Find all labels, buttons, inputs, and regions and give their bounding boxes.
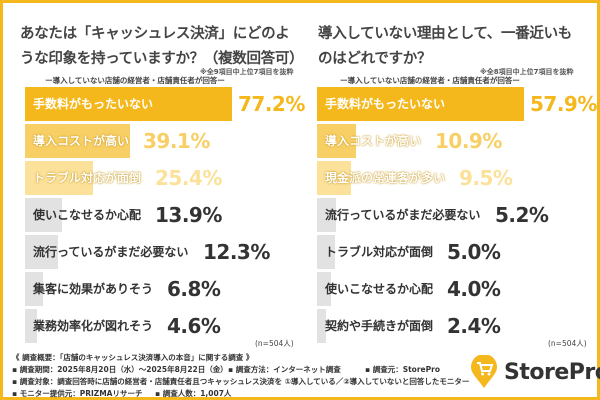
bar-row: 流行っているがまだ必要ない 12.3% — [25, 235, 315, 269]
bar-label: 手数料がもったいない — [33, 97, 154, 111]
footer-method: ▪ 調査方法：インターネット調査 — [228, 365, 341, 374]
bar — [25, 235, 58, 269]
value-label: 5.0% — [447, 240, 501, 264]
left-chart-subtitle: ー導入していない店舗の経営者・店舗責任者が回答ー — [45, 76, 225, 85]
value-label: 4.6% — [167, 314, 221, 338]
bar-row: 手数料がもったいない 57.9% — [317, 87, 600, 121]
bar-row: 導入コストが高い 10.9% — [317, 124, 600, 158]
bar — [317, 87, 524, 121]
bar-label: トラブル対応が面倒 — [33, 171, 142, 185]
bar-label: 流行っているがまだ必要ない — [33, 245, 189, 259]
bar-label: 導入コストが高い — [325, 134, 422, 148]
right-chart-note: ※全8項目中上位7項目を抜粋 — [480, 68, 574, 76]
value-label: 4.0% — [447, 277, 501, 301]
bar — [25, 272, 44, 306]
left-chart-note: ※全9項目中上位7項目を抜粋 — [200, 68, 294, 76]
bar — [317, 161, 351, 195]
value-label: 77.2% — [238, 92, 305, 116]
footer-heading: 《 調査概要：「店舗のキャッシュレス決済導入の本音」に関する調査 》 — [12, 353, 254, 362]
bar — [25, 198, 63, 232]
footer-source: ▪ 調査元：StorePro — [365, 365, 440, 374]
left-chart-title: あなたは「キャッシュレス決済」にどのような印象を持っていますか？（複数回答可） — [20, 26, 304, 67]
bar-label: 集客に効果がありそう — [33, 282, 154, 296]
bar-row: トラブル対応が面倒 25.4% — [25, 161, 315, 195]
bar-row: トラブル対応が面倒 5.0% — [317, 235, 600, 269]
bar-row: 使いこなせるか心配 13.9% — [25, 198, 315, 232]
bar — [317, 124, 356, 158]
bar — [25, 309, 38, 343]
footer-provider: ▪ モニター提供元：PRIZMAリサーチ — [12, 389, 143, 398]
storepro-logo: StorePro — [470, 355, 600, 389]
bar — [25, 161, 94, 195]
left-chart-sample: (n=504人) — [255, 339, 294, 348]
footer-period: ▪ 調査期間：2025年8月20日（水）〜2025年8月22日（金） — [12, 365, 228, 374]
value-label: 6.8% — [167, 277, 221, 301]
bar-label: 流行っているがまだ必要ない — [325, 208, 481, 222]
bar-label: 手数料がもったいない — [325, 97, 446, 111]
bar-row: 集客に効果がありそう 6.8% — [25, 272, 315, 306]
right-chart-sample: (n=504人) — [548, 339, 587, 348]
value-label: 13.9% — [155, 203, 222, 227]
footer-count: ▪ 調査人数：1,007人 — [155, 389, 232, 398]
bar — [25, 87, 232, 121]
bar-row: 流行っているがまだ必要ない 5.2% — [317, 198, 600, 232]
value-label: 5.2% — [495, 203, 549, 227]
value-label: 12.3% — [203, 240, 270, 264]
bar-row: 手数料がもったいない 77.2% — [25, 87, 315, 121]
value-label: 25.4% — [155, 166, 222, 190]
bar — [25, 124, 130, 158]
value-label: 10.9% — [435, 129, 502, 153]
value-label: 9.5% — [459, 166, 513, 190]
bar — [317, 309, 326, 343]
bar-label: 現金派の常連客が多い — [325, 171, 446, 185]
bar-row: 契約や手続きが面倒 2.4% — [317, 309, 600, 343]
bar-label: 使いこなせるか心配 — [33, 208, 142, 222]
logo-text: StorePro — [504, 359, 600, 385]
bar — [317, 272, 332, 306]
bar-label: トラブル対応が面倒 — [325, 245, 434, 259]
value-label: 57.9% — [530, 92, 597, 116]
bar-label: 導入コストが高い — [33, 134, 130, 148]
bar-label: 使いこなせるか心配 — [325, 282, 434, 296]
bar — [317, 235, 335, 269]
right-chart-title: 導入していない理由として、一番近いものはどれですか？ — [318, 26, 573, 67]
bar — [317, 198, 336, 232]
value-label: 39.1% — [143, 129, 210, 153]
bar-row: 現金派の常連客が多い 9.5% — [317, 161, 600, 195]
right-chart-subtitle: ー導入していない店舗の経営者・店舗責任者が回答ー — [340, 76, 520, 85]
value-label: 2.4% — [447, 314, 501, 338]
bar-row: 業務効率化が図れそう 4.6% — [25, 309, 315, 343]
footer-target: ▪ 調査対象：調査回答時に店舗の経営者・店舗責任者且つキャッシュレス決済を ①導… — [12, 377, 470, 386]
bar-row: 導入コストが高い 39.1% — [25, 124, 315, 158]
shopping-cart-pin-icon — [471, 355, 497, 388]
bar-label: 契約や手続きが面倒 — [325, 319, 434, 333]
bar-row: 使いこなせるか心配 4.0% — [317, 272, 600, 306]
bar-label: 業務効率化が図れそう — [33, 319, 154, 333]
